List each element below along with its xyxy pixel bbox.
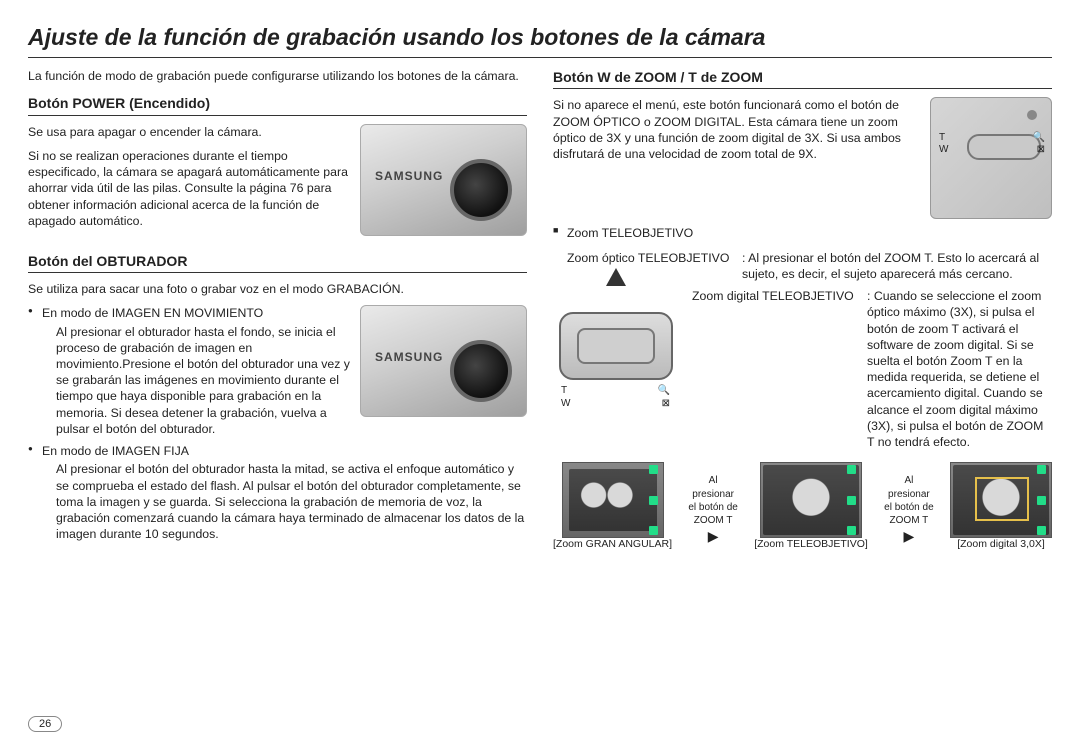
arrow-l1: Al presionar (688, 474, 738, 500)
list-item: En modo de IMAGEN EN MOVIMIENTO Al presi… (28, 305, 527, 437)
thumb-col: [Zoom GRAN ANGULAR] (553, 462, 672, 552)
zoom-intro-block: T W 🔍 ⊠ Si no aparece el menú, este botó… (553, 97, 1052, 225)
term: Zoom digital TELEOBJETIVO (692, 288, 867, 450)
thumb-col: [Zoom TELEOBJETIVO] (754, 462, 868, 552)
thumbnail-wide (562, 462, 664, 538)
rocker-body (559, 312, 673, 380)
zoom-rocker (967, 134, 1041, 160)
thumb-col: [Zoom digital 3,0X] (950, 462, 1052, 552)
list-item: Zoom TELEOBJETIVO (553, 225, 1052, 241)
page-number: 26 (28, 716, 62, 732)
shutter-heading: Botón del OBTURADOR (28, 252, 527, 270)
manual-page: Ajuste de la función de grabación usando… (0, 0, 1080, 746)
definition-row: Zoom digital TELEOBJETIVO : Cuando se se… (692, 288, 1052, 450)
arrow-label: Al presionar el botón de ZOOM T ▶ (688, 462, 738, 545)
shutter-intro: Se utiliza para sacar una foto o grabar … (28, 281, 527, 297)
magnifier-icon: 🔍 (1031, 132, 1045, 144)
t-label: T (939, 132, 948, 144)
list-item: En modo de IMAGEN FIJA Al presionar el b… (28, 443, 527, 542)
zoom-button-illustration: T W 🔍 ⊠ (930, 97, 1052, 219)
tele-title: Zoom TELEOBJETIVO (567, 226, 693, 240)
w-label: W (561, 397, 570, 410)
thumb-caption: [Zoom GRAN ANGULAR] (553, 538, 672, 552)
section-rule (553, 88, 1052, 89)
tw-label-block: T W (939, 132, 948, 156)
magnifier-icon: 🔍 (658, 384, 670, 397)
arrow-l3: ZOOM T (688, 514, 738, 527)
definition-row: Zoom óptico TELEOBJETIVO : Al presionar … (553, 250, 1052, 282)
arrow-icon (606, 268, 626, 286)
definition: : Al presionar el botón del ZOOM T. Esto… (742, 250, 1052, 282)
camera-lens (450, 159, 512, 221)
digital-zoom-frame (975, 477, 1029, 521)
shutter-block: SAMSUNG En modo de IMAGEN EN MOVIMIENTO … (28, 305, 527, 550)
page-title: Ajuste de la función de grabación usando… (28, 24, 1052, 51)
arrow-icon: ▶ (688, 527, 738, 545)
arrow-l2: el botón de (884, 501, 934, 514)
shutter-list: En modo de IMAGEN EN MOVIMIENTO Al presi… (28, 305, 527, 542)
zoom-thumbnails: [Zoom GRAN ANGULAR] Al presionar el botó… (553, 462, 1052, 552)
thumbnail-digital (950, 462, 1052, 538)
zoom-heading: Botón W de ZOOM / T de ZOOM (553, 68, 1052, 86)
thumb-caption: [Zoom digital 3,0X] (950, 538, 1052, 552)
t-label: T (561, 384, 567, 397)
digital-zoom-block: T 🔍 W ⊠ Zoom digital TELEOBJETIVO : Cuan… (553, 288, 1052, 456)
thumb-caption: [Zoom TELEOBJETIVO] (754, 538, 868, 552)
camera-brand: SAMSUNG (375, 169, 443, 185)
thumbnail-tele (760, 462, 862, 538)
arrow-l3: ZOOM T (884, 514, 934, 527)
list-item-body: Al presionar el obturador hasta el fondo… (42, 324, 527, 438)
arrow-label: Al presionar el botón de ZOOM T ▶ (884, 462, 934, 545)
term: Zoom óptico TELEOBJETIVO (567, 250, 742, 282)
section-rule (28, 115, 527, 116)
tw-icon-block: 🔍 ⊠ (1031, 132, 1045, 156)
arrow-icon: ▶ (884, 527, 934, 545)
zoom-tele-list: Zoom TELEOBJETIVO (553, 225, 1052, 241)
arrow-l1: Al presionar (884, 474, 934, 500)
zoom-button-diagram: T 🔍 W ⊠ (553, 292, 678, 410)
power-heading: Botón POWER (Encendido) (28, 94, 527, 112)
tw-labels: T 🔍 (553, 384, 678, 397)
arrow-l2: el botón de (688, 501, 738, 514)
right-column: Botón W de ZOOM / T de ZOOM T W 🔍 ⊠ Si n… (553, 68, 1052, 552)
definition: : Cuando se seleccione el zoom óptico má… (867, 288, 1052, 450)
camera-illustration: SAMSUNG (360, 124, 527, 236)
section-rule (28, 272, 527, 273)
list-item-title: En modo de IMAGEN FIJA (42, 444, 189, 458)
columns: La función de modo de grabación puede co… (28, 68, 1052, 552)
w-label: W (939, 144, 948, 156)
power-block: SAMSUNG Se usa para apagar o encender la… (28, 124, 527, 242)
list-item-title: En modo de IMAGEN EN MOVIMIENTO (42, 306, 263, 320)
grid-icon: ⊠ (1031, 144, 1045, 156)
left-column: La función de modo de grabación puede co… (28, 68, 527, 552)
left-intro: La función de modo de grabación puede co… (28, 68, 527, 84)
list-item-body: Al presionar el botón del obturador hast… (42, 461, 527, 542)
deco-dot (1027, 110, 1037, 120)
tw-labels: W ⊠ (553, 397, 678, 410)
grid-icon: ⊠ (662, 397, 670, 410)
title-rule (28, 57, 1052, 58)
